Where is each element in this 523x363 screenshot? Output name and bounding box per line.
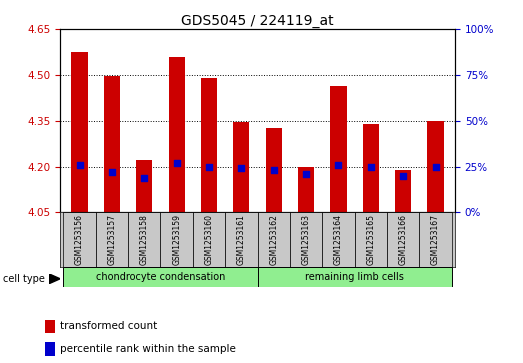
Bar (161, 212, 193, 267)
Bar (168, 57, 185, 212)
Point (269, 167, 278, 173)
Text: GSM1253161: GSM1253161 (237, 214, 246, 265)
Point (140, 175, 149, 180)
Point (431, 164, 440, 170)
Bar (225, 212, 258, 267)
Text: GSM1253156: GSM1253156 (75, 214, 84, 265)
Text: GSM1253162: GSM1253162 (269, 214, 278, 265)
Bar (290, 212, 322, 267)
Point (302, 171, 310, 177)
Text: GSM1253160: GSM1253160 (204, 214, 213, 265)
Text: percentile rank within the sample: percentile rank within the sample (60, 344, 236, 354)
Text: GSM1253164: GSM1253164 (334, 214, 343, 265)
Polygon shape (49, 274, 60, 284)
Point (334, 162, 343, 168)
Point (75, 162, 84, 168)
Bar (45, 320, 55, 333)
Text: cell type: cell type (3, 274, 44, 284)
Point (205, 164, 213, 170)
Point (399, 173, 407, 179)
Bar (298, 167, 314, 212)
Bar (387, 212, 419, 267)
Bar (104, 76, 120, 212)
Text: GSM1253167: GSM1253167 (431, 214, 440, 265)
Text: GSM1253166: GSM1253166 (399, 214, 408, 265)
Bar (322, 212, 355, 267)
Text: transformed count: transformed count (60, 321, 157, 331)
Text: GSM1253165: GSM1253165 (366, 214, 376, 265)
Bar (128, 212, 161, 267)
Bar (72, 52, 88, 212)
Bar (193, 212, 225, 267)
Bar (63, 267, 258, 287)
Text: chondrocyte condensation: chondrocyte condensation (96, 272, 225, 282)
Text: GSM1253157: GSM1253157 (107, 214, 117, 265)
Bar (395, 170, 411, 212)
Bar (233, 122, 249, 212)
Bar (419, 212, 452, 267)
Text: GSM1253159: GSM1253159 (172, 214, 181, 265)
Text: remaining limb cells: remaining limb cells (305, 272, 404, 282)
Text: GSM1253163: GSM1253163 (302, 214, 311, 265)
Point (173, 160, 181, 166)
Bar (427, 121, 444, 212)
Bar (331, 86, 347, 212)
Bar (257, 267, 452, 287)
Bar (266, 129, 282, 212)
Bar (257, 212, 290, 267)
Bar (96, 212, 128, 267)
Bar (136, 160, 152, 212)
Text: GSM1253158: GSM1253158 (140, 214, 149, 265)
Bar (63, 212, 96, 267)
Bar (363, 124, 379, 212)
Bar (201, 78, 217, 212)
Point (108, 169, 116, 175)
Bar (355, 212, 387, 267)
Point (367, 164, 375, 170)
Title: GDS5045 / 224119_at: GDS5045 / 224119_at (181, 14, 334, 28)
Point (237, 166, 246, 171)
Bar (45, 342, 55, 355)
